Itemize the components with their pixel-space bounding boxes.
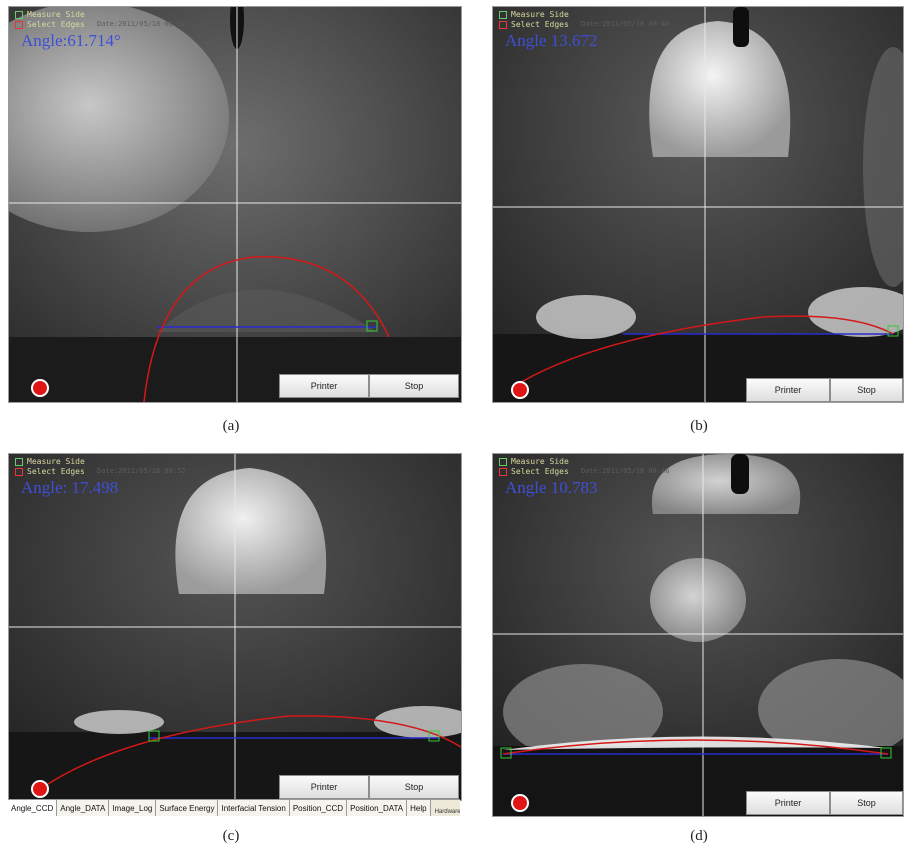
caption-c: (c) [222, 828, 240, 844]
overlay-b [493, 7, 903, 402]
legend-a: Measure Side Select Edges [15, 10, 85, 30]
date-readout-a: Date:2011/05/18 08:32 [97, 20, 186, 28]
tab-surface-energy[interactable]: Surface Energy [156, 800, 219, 816]
angle-readout-d: Angle 10.783 [505, 478, 598, 497]
edge-marker-b [887, 325, 899, 337]
ccd-image-a [9, 7, 461, 402]
fit-curve-d [502, 739, 889, 755]
ccd-image-b [493, 7, 903, 402]
printer-button-b[interactable]: Printer [746, 378, 830, 402]
printer-button-c[interactable]: Printer [279, 775, 369, 799]
edge-marker-a [366, 320, 378, 332]
measure-side-checkbox[interactable] [499, 11, 507, 19]
caption-b: (b) [690, 418, 708, 434]
tab-position-ccd[interactable]: Position_CCD [289, 800, 348, 816]
panel-d-ccd-view: Measure Side Select Edges Date:2011/05/1… [492, 453, 904, 817]
panel-c-ccd-view: Measure Side Select Edges Date:2011/05/1… [8, 453, 462, 801]
legend-c: Measure Side Select Edges [15, 457, 85, 477]
select-edges-checkbox[interactable] [15, 468, 23, 476]
measure-side-label: Measure Side [511, 10, 569, 19]
select-edges-label: Select Edges [511, 20, 569, 29]
measure-side-label: Measure Side [27, 457, 85, 466]
angle-readout-a: Angle:61.714° [21, 31, 121, 50]
record-button-a[interactable] [33, 381, 47, 395]
tab-bar-c: Angle_CCD Angle_DATA Image_Log Surface E… [8, 799, 460, 816]
date-readout-d: Date:2011/05/18 08:46 [581, 467, 670, 475]
select-edges-checkbox[interactable] [499, 21, 507, 29]
measure-side-label: Measure Side [27, 10, 85, 19]
fit-curve-b [512, 315, 894, 388]
caption-a: (a) [222, 418, 240, 434]
edge-marker-c-left [148, 730, 160, 742]
measure-side-checkbox[interactable] [499, 458, 507, 466]
overlay-c [9, 454, 461, 800]
panel-a-ccd-view: Measure Side Select Edges Date:2011/05/1… [8, 6, 462, 403]
panel-b-ccd-view: Measure Side Select Edges Date:2011/05/1… [492, 6, 904, 403]
ccd-image-d [493, 454, 903, 816]
stop-button-d[interactable]: Stop [830, 791, 903, 815]
select-edges-label: Select Edges [27, 20, 85, 29]
record-button-c[interactable] [33, 782, 47, 796]
measure-side-checkbox[interactable] [15, 458, 23, 466]
tab-angle-data[interactable]: Angle_DATA [57, 800, 110, 816]
select-edges-label: Select Edges [27, 467, 85, 476]
angle-readout-b: Angle 13.672 [505, 31, 598, 50]
fit-curve-c [38, 715, 461, 791]
tab-image-log[interactable]: Image_Log [109, 800, 157, 816]
fit-curve-a [143, 255, 390, 402]
measure-side-label: Measure Side [511, 457, 569, 466]
select-edges-label: Select Edges [511, 467, 569, 476]
overlay-d [493, 454, 903, 816]
stop-button-a[interactable]: Stop [369, 374, 459, 398]
overlay-a [9, 7, 461, 402]
legend-b: Measure Side Select Edges [499, 10, 569, 30]
legend-d: Measure Side Select Edges [499, 457, 569, 477]
printer-button-a[interactable]: Printer [279, 374, 369, 398]
edge-marker-d-left [500, 747, 512, 759]
tab-position-data[interactable]: Position_DATA [347, 800, 408, 816]
tab-interfacial-tension[interactable]: Interfacial Tension [218, 800, 290, 816]
edge-marker-d-right [880, 747, 892, 759]
caption-d: (d) [690, 828, 708, 844]
stop-button-b[interactable]: Stop [830, 378, 903, 402]
select-edges-checkbox[interactable] [15, 21, 23, 29]
record-button-b[interactable] [513, 383, 527, 397]
printer-button-d[interactable]: Printer [746, 791, 830, 815]
select-edges-checkbox[interactable] [499, 468, 507, 476]
edge-marker-c-right [428, 730, 440, 742]
tab-help[interactable]: Help [407, 800, 431, 816]
stop-button-c[interactable]: Stop [369, 775, 459, 799]
hardware-cam-label: Hardware CAM [434, 809, 460, 815]
date-readout-b: Date:2011/05/18 08:46 [581, 20, 670, 28]
record-button-d[interactable] [513, 796, 527, 810]
measure-side-checkbox[interactable] [15, 11, 23, 19]
date-readout-c: Date:2011/05/18 08:52 [97, 467, 186, 475]
tab-angle-ccd[interactable]: Angle_CCD [8, 800, 58, 816]
angle-readout-c: Angle: 17.498 [21, 478, 119, 497]
